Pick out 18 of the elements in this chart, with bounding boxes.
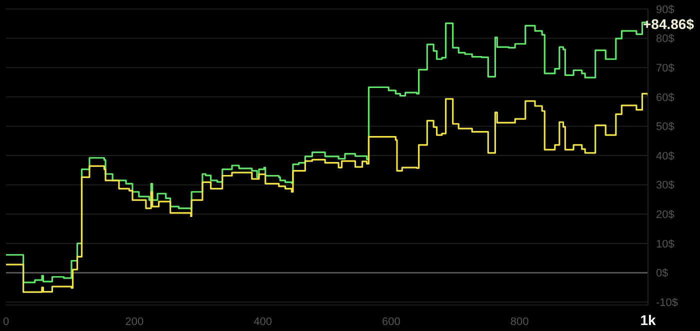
y-tick-label: 50$ (656, 121, 674, 134)
y-tick-label: 40$ (656, 150, 674, 162)
annotation: +84.86$ (643, 16, 694, 32)
y-tick-label: 20$ (656, 209, 674, 222)
y-tick-label: 70$ (656, 62, 674, 75)
y-tick-label: 0$ (656, 268, 668, 280)
y-tick-label: 30$ (656, 180, 674, 192)
y-tick-label: 90$ (656, 4, 674, 16)
y-tick-label: 60$ (656, 92, 674, 104)
y-tick-label: 80$ (656, 33, 674, 46)
x-tick-label: 800 (510, 316, 529, 328)
y-tick-label: -10$ (656, 296, 678, 309)
x-tick-label: 200 (125, 316, 144, 328)
x-tick-label: 600 (382, 316, 400, 328)
x-tick-label: 400 (254, 316, 272, 328)
x-tick-label: 0 (2, 316, 10, 328)
y-tick-label: 10$ (656, 238, 674, 250)
x-tick-label: 1k (640, 312, 656, 328)
